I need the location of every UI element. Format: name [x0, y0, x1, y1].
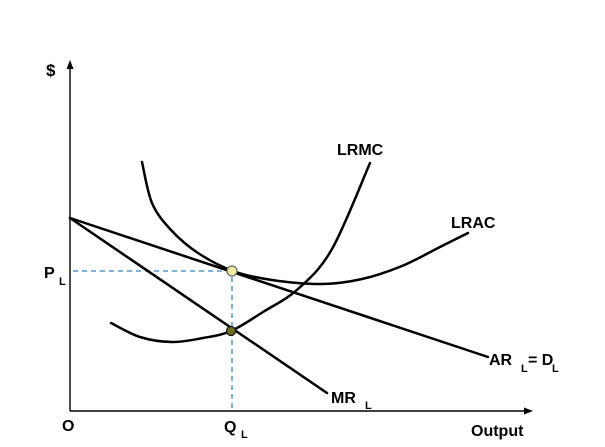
x-axis-arrow-icon	[524, 407, 533, 415]
ar-equals-d-label-sub: L	[552, 363, 559, 375]
y-axis-arrow-icon	[66, 60, 74, 69]
mr-curve-label: MR	[331, 390, 356, 407]
x-axis-label: Output	[471, 423, 524, 440]
curves-layer	[68, 160, 490, 395]
origin-label: O	[62, 418, 74, 435]
lrac-curve-label: LRAC	[451, 215, 496, 232]
price-equilibrium-point	[226, 265, 238, 277]
y-axis-label: $	[46, 61, 56, 80]
ar-curve-label-sub: L	[521, 363, 528, 375]
price-label: P	[44, 265, 55, 282]
mr-curve-label-sub: L	[365, 400, 372, 412]
ar-curve-label: AR	[489, 352, 513, 369]
mr-lrmc-intersection-point	[225, 325, 237, 337]
curve-lrmc	[109, 161, 372, 344]
curve-lrac	[140, 160, 470, 286]
price-label-sub: L	[59, 276, 66, 288]
curve-mr	[68, 216, 329, 395]
quantity-label-sub: L	[241, 429, 248, 441]
quantity-label: Q	[224, 419, 236, 436]
lrmc-curve-label: LRMC	[337, 142, 384, 159]
curve-demand	[68, 216, 490, 359]
ar-equals-d-label: = D	[528, 352, 553, 369]
axes	[66, 60, 533, 415]
